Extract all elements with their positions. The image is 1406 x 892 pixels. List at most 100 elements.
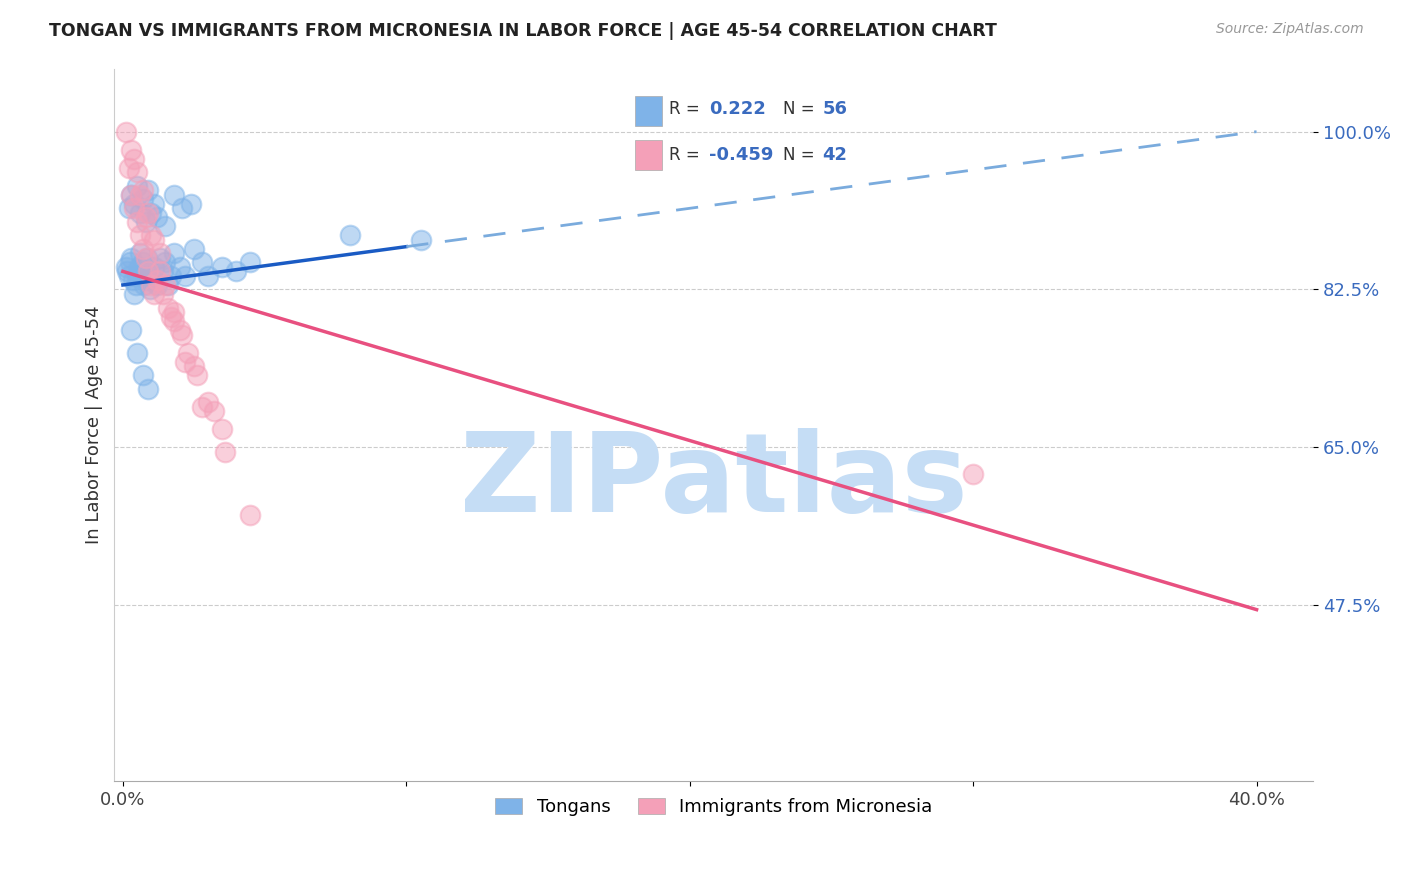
Point (143, 196, 166, 211)
Point (211, 260, 233, 274)
Point (149, 246, 172, 260)
Point (129, 206, 152, 220)
Point (155, 277, 177, 292)
Point (180, 196, 202, 211)
Point (157, 277, 180, 292)
Point (141, 206, 163, 220)
Point (138, 183, 160, 197)
Point (114, 125, 136, 139)
Point (124, 277, 146, 292)
Point (117, 161, 139, 175)
Point (135, 251, 157, 265)
Point (160, 268, 183, 283)
Point (186, 368, 208, 383)
Point (114, 260, 136, 274)
Point (143, 260, 166, 274)
Point (143, 287, 166, 301)
Point (138, 264, 160, 278)
Point (160, 310, 183, 324)
Point (117, 202, 139, 216)
Point (131, 268, 153, 283)
Point (125, 178, 148, 193)
Point (146, 211, 169, 225)
Point (163, 314, 186, 328)
Point (339, 228, 361, 243)
Point (157, 301, 180, 315)
Point (214, 445, 236, 459)
Point (135, 215, 157, 229)
Point (191, 400, 214, 414)
Point (138, 382, 160, 396)
Text: ZIPatlas: ZIPatlas (460, 428, 967, 535)
Point (163, 305, 186, 319)
Point (225, 264, 247, 278)
Point (132, 368, 155, 383)
Y-axis label: In Labor Force | Age 45-54: In Labor Force | Age 45-54 (86, 305, 103, 544)
Text: Source: ZipAtlas.com: Source: ZipAtlas.com (1216, 22, 1364, 37)
Point (143, 233, 166, 247)
Point (174, 268, 197, 283)
Point (120, 187, 142, 202)
Point (149, 264, 172, 278)
Point (129, 246, 152, 260)
Point (138, 273, 160, 287)
Point (115, 264, 138, 278)
Point (163, 187, 186, 202)
Point (120, 187, 142, 202)
Point (132, 183, 155, 197)
Point (172, 327, 194, 342)
Point (197, 395, 219, 409)
Point (120, 143, 142, 157)
Point (174, 354, 197, 368)
Point (152, 287, 174, 301)
Point (141, 277, 163, 292)
Point (163, 246, 186, 260)
Point (962, 467, 984, 482)
Point (120, 251, 142, 265)
Point (169, 260, 191, 274)
Point (197, 268, 219, 283)
Point (141, 228, 163, 243)
Point (125, 268, 148, 283)
Point (138, 206, 160, 220)
Point (132, 242, 155, 256)
Point (172, 202, 194, 216)
Point (129, 187, 152, 202)
Point (202, 404, 225, 418)
Point (155, 255, 177, 269)
Point (121, 273, 143, 287)
Point (122, 202, 145, 216)
Point (183, 242, 205, 256)
Point (135, 211, 157, 225)
Point (122, 196, 145, 211)
Point (169, 323, 191, 337)
Point (120, 323, 142, 337)
Point (409, 233, 432, 247)
Point (125, 215, 148, 229)
Point (149, 251, 172, 265)
Point (132, 192, 155, 206)
Legend: Tongans, Immigrants from Micronesia: Tongans, Immigrants from Micronesia (486, 789, 942, 825)
Text: TONGAN VS IMMIGRANTS FROM MICRONESIA IN LABOR FORCE | AGE 45-54 CORRELATION CHAR: TONGAN VS IMMIGRANTS FROM MICRONESIA IN … (49, 22, 997, 40)
Point (152, 264, 174, 278)
Point (134, 277, 156, 292)
Point (239, 508, 262, 522)
Point (122, 152, 145, 166)
Point (239, 255, 262, 269)
Point (125, 165, 148, 179)
Point (146, 277, 169, 292)
Point (141, 268, 163, 283)
Point (146, 273, 169, 287)
Point (125, 345, 148, 359)
Point (177, 345, 200, 359)
Point (132, 255, 155, 269)
Point (183, 359, 205, 373)
Point (191, 255, 214, 269)
Point (117, 268, 139, 283)
Point (128, 260, 150, 274)
Point (139, 283, 162, 297)
Point (155, 219, 177, 234)
Point (211, 422, 233, 436)
Point (135, 264, 157, 278)
Point (122, 287, 145, 301)
